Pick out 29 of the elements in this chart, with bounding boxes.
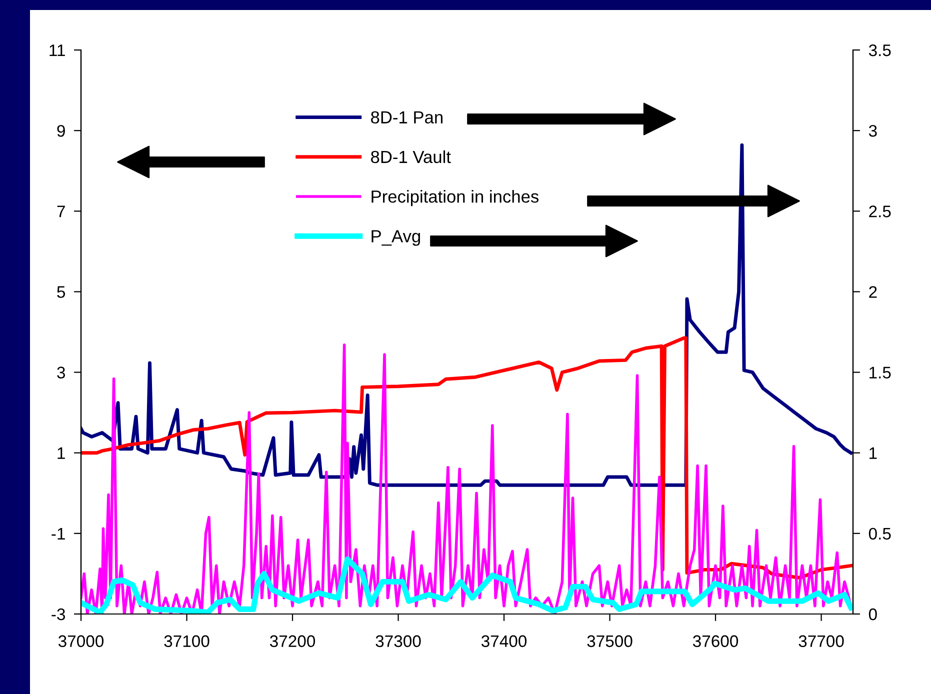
x-tick-label: 37000	[58, 635, 104, 648]
y-tick-label: -3	[52, 608, 65, 620]
y2-tick-label: 2	[869, 286, 877, 298]
x-tick-label: 37500	[587, 635, 632, 648]
y-tick-label: 11	[50, 44, 65, 56]
x-tick-label: 37700	[798, 635, 844, 648]
y-tick-label: 3	[57, 366, 65, 378]
y-tick-label: 7	[57, 206, 65, 218]
y2-tick-label: 2.5	[869, 206, 891, 218]
y2-tick-label: 0	[868, 608, 877, 620]
x-tick-label: 37300	[376, 635, 421, 648]
y-tick-label: 5	[57, 286, 66, 298]
y2-tick-label: 1	[870, 447, 877, 459]
y2-tick-label: 1.5	[870, 366, 891, 378]
x-tick-label: 37400	[481, 635, 527, 648]
y-tick-label: -1	[52, 528, 65, 540]
x-tick-label: 37100	[164, 635, 210, 648]
y2-tick-label: 3.5	[868, 44, 891, 56]
x-tick-label: 37600	[692, 635, 738, 648]
line-series	[81, 336, 853, 580]
legend-label: Precipitation in inches	[372, 190, 539, 206]
legend-label: P_Avg	[372, 230, 420, 246]
legend-label: 8D-1 Vault	[371, 150, 451, 164]
y2-tick-label: 3	[868, 124, 877, 137]
y-tick-label: 9	[57, 124, 65, 137]
x-tick-label: 37200	[270, 635, 316, 648]
y-tick-label: 1	[58, 447, 65, 459]
legend-label: 8D-1 Pan	[371, 111, 442, 124]
y2-tick-label: 0.5	[868, 528, 891, 540]
